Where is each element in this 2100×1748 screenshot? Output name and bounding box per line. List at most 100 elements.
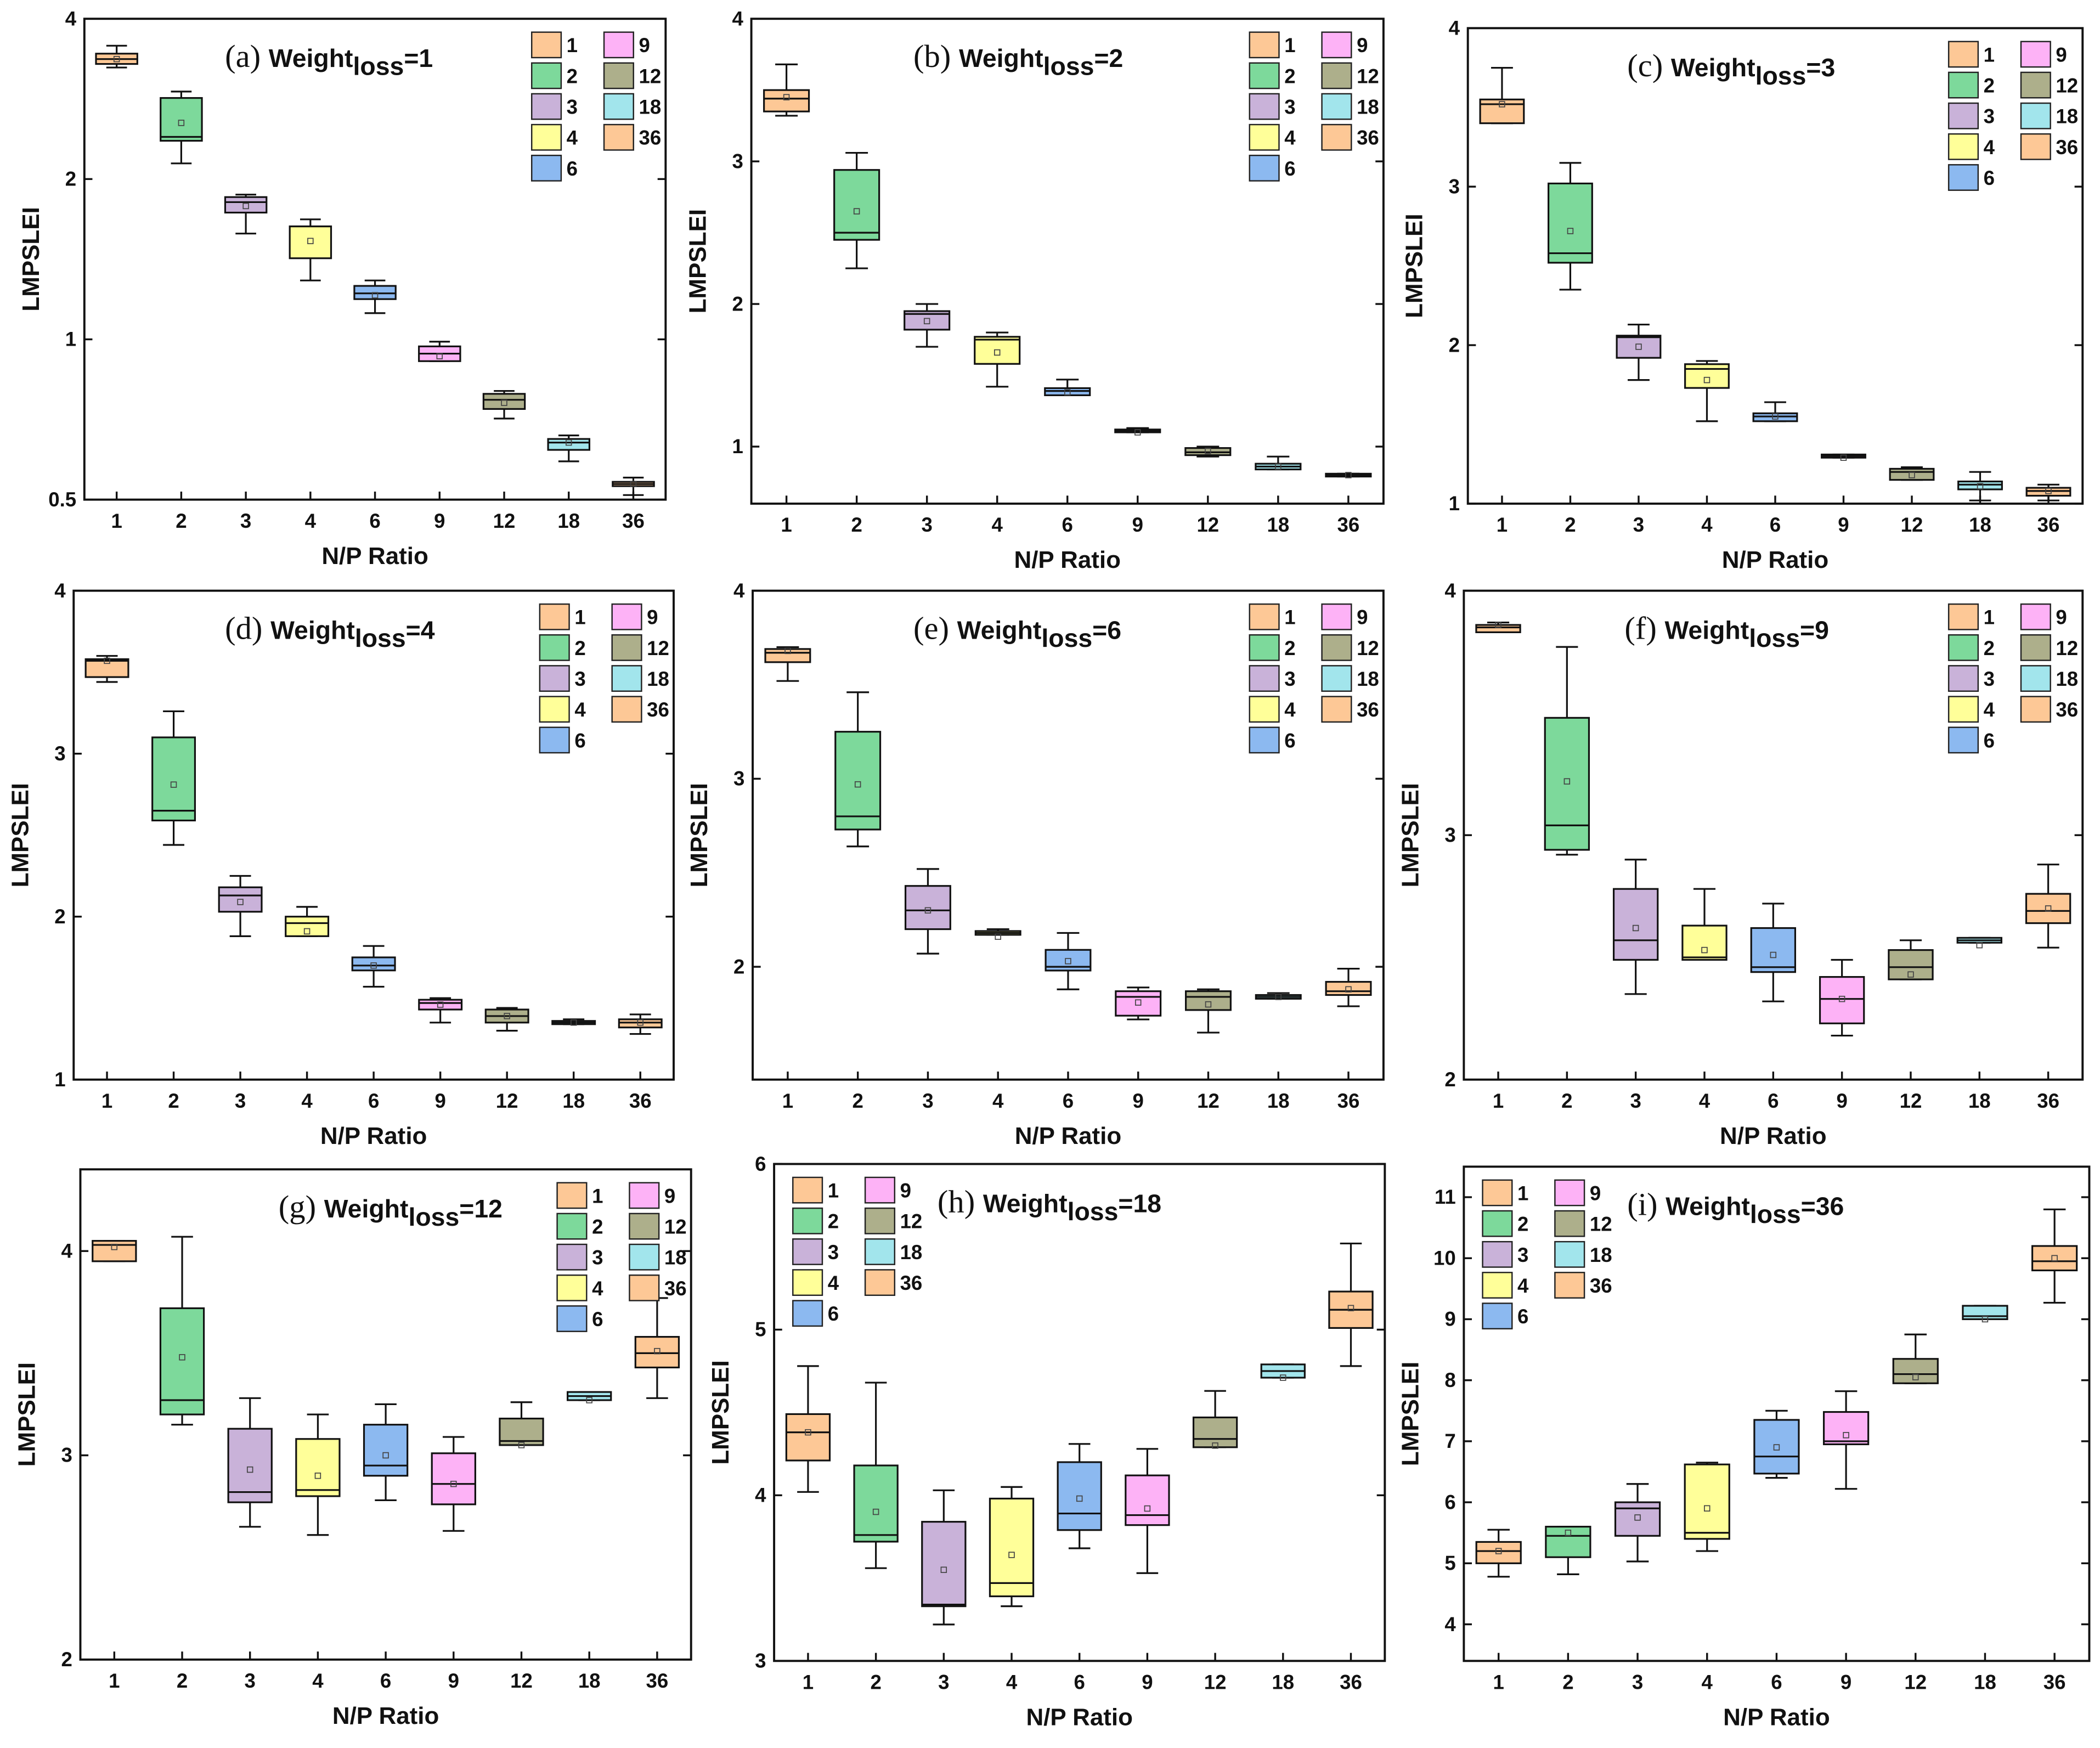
y-axis-label: LMPSLEI <box>1397 1362 1424 1466</box>
title-subscript: loss <box>355 624 406 652</box>
box-1 <box>764 648 811 663</box>
box-9 <box>1819 976 1865 1024</box>
legend-label: 2 <box>1284 637 1295 659</box>
legend-label: 6 <box>592 1308 603 1330</box>
y-axis-label: LMPSLEI <box>1397 783 1424 887</box>
title-subscript: loss <box>1041 624 1092 652</box>
box-mean-marker <box>1563 778 1571 785</box>
y-tick-label: 2 <box>65 168 76 190</box>
x-tick-label: 1 <box>111 510 122 532</box>
panel-label: (f) <box>1624 611 1657 646</box>
x-tick-label: 9 <box>1838 514 1849 536</box>
legend-swatch-3 <box>1947 102 1979 129</box>
title-subscript: loss <box>1068 1197 1119 1226</box>
box-9 <box>1125 1474 1170 1526</box>
y-tick-label: 1 <box>732 435 743 458</box>
box-mean-marker <box>1840 454 1847 461</box>
legend-swatch-36 <box>611 696 642 723</box>
box-mean-marker <box>1632 924 1639 932</box>
x-tick-label: 1 <box>803 1671 814 1694</box>
legend-label: 1 <box>1984 43 1995 66</box>
box-2 <box>159 1307 205 1416</box>
legend-swatch-3 <box>1482 1240 1513 1268</box>
title-subscript: loss <box>1043 52 1094 81</box>
legend-swatch-36 <box>2020 696 2051 723</box>
box-mean-marker <box>382 1452 389 1459</box>
legend-label: 12 <box>1590 1213 1612 1236</box>
x-tick-label: 18 <box>1267 1090 1290 1112</box>
x-tick-label: 2 <box>852 1090 863 1112</box>
panel-title: (b) Weightloss=2 <box>913 38 1123 81</box>
x-tick-label: 2 <box>177 1670 188 1692</box>
box-mean-marker <box>303 928 311 935</box>
panel-title: (i) Weightloss=36 <box>1627 1186 1844 1228</box>
title-value: =12 <box>459 1194 503 1223</box>
box-mean-marker <box>178 120 185 126</box>
x-tick-label: 3 <box>245 1670 256 1692</box>
legend-swatch-36 <box>629 1274 660 1301</box>
box-mean-marker <box>450 1480 457 1487</box>
x-tick-label: 6 <box>368 1090 379 1112</box>
x-tick-label: 12 <box>510 1670 533 1692</box>
box-mean-marker <box>1347 1305 1354 1311</box>
box-18 <box>547 438 591 451</box>
x-tick-label: 3 <box>240 510 251 532</box>
box-mean-marker <box>104 657 110 664</box>
box-3 <box>1614 1501 1661 1537</box>
box-2 <box>160 97 203 142</box>
legend-label: 18 <box>639 96 662 119</box>
legend-label: 4 <box>1984 136 1995 159</box>
box-4 <box>974 336 1021 365</box>
x-tick-label: 12 <box>1901 514 1923 536</box>
box-9 <box>1822 1411 1870 1446</box>
legend-label: 1 <box>574 606 585 629</box>
legend-label: 1 <box>592 1185 603 1207</box>
legend-swatch-36 <box>864 1269 896 1296</box>
legend-swatch-36 <box>1554 1272 1585 1299</box>
box-mean-marker <box>1076 1495 1083 1502</box>
box-4 <box>989 1497 1035 1598</box>
legend-label: 36 <box>664 1277 687 1300</box>
x-tick-label: 3 <box>1632 1671 1643 1694</box>
box-4 <box>289 225 332 260</box>
x-tick-label: 2 <box>1562 1671 1573 1694</box>
title-weight: Weight <box>1671 53 1755 82</box>
legend-swatch-12 <box>2020 634 2051 661</box>
legend-swatch-18 <box>603 93 634 120</box>
x-tick-label: 6 <box>1770 514 1781 536</box>
x-tick-label: 12 <box>496 1090 518 1112</box>
legend-label: 3 <box>574 668 585 690</box>
x-tick-label: 6 <box>1771 1671 1782 1694</box>
y-tick-label: 9 <box>1444 1308 1455 1330</box>
x-tick-label: 9 <box>1132 514 1143 536</box>
x-axis-label: N/P Ratio <box>1723 1704 1830 1730</box>
y-tick-label: 4 <box>54 579 66 602</box>
legend-swatch-1 <box>556 1182 588 1209</box>
legend-swatch-3 <box>539 665 570 692</box>
x-tick-label: 12 <box>1196 514 1219 536</box>
x-tick-label: 12 <box>1904 1671 1927 1694</box>
y-tick-label: 2 <box>61 1648 72 1671</box>
x-tick-label: 4 <box>1702 1671 1713 1694</box>
legend-swatch-3 <box>530 93 562 120</box>
legend-label: 6 <box>1984 167 1995 189</box>
plot-frame <box>72 589 675 1081</box>
box-mean-marker <box>586 1397 592 1403</box>
x-tick-label: 9 <box>448 1670 459 1692</box>
y-tick-label: 3 <box>54 742 65 765</box>
box-mean-marker <box>1499 101 1505 108</box>
box-mean-marker <box>1635 343 1642 350</box>
legend-swatch-3 <box>556 1243 588 1271</box>
legend-label: 3 <box>828 1241 839 1264</box>
legend-label: 18 <box>1357 96 1379 119</box>
y-tick-label: 3 <box>1444 824 1455 846</box>
x-tick-label: 1 <box>781 514 792 536</box>
x-tick-label: 36 <box>629 1090 652 1112</box>
x-tick-label: 4 <box>312 1670 324 1692</box>
y-tick-label: 4 <box>1444 579 1456 602</box>
legend-label: 4 <box>828 1272 839 1294</box>
box-mean-marker <box>1212 1442 1218 1449</box>
plot-frame <box>752 589 1385 1081</box>
legend-swatch-1 <box>530 31 562 59</box>
box-mean-marker <box>1976 941 1983 949</box>
